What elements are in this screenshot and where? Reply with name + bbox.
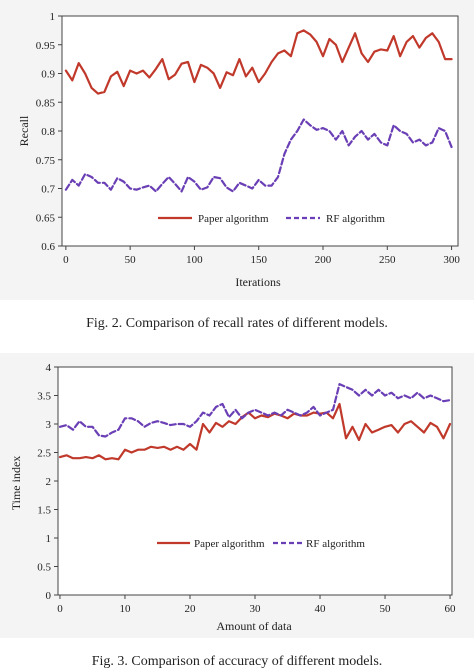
legend: Paper algorithm RF algorithm <box>158 213 385 225</box>
legend-label-rf: RF algorithm <box>326 213 385 225</box>
y-tick-label: 0.5 <box>37 562 51 574</box>
x-tick-label: 10 <box>119 603 131 615</box>
y-tick-label: 0.6 <box>41 241 55 253</box>
y-tick-label: 1 <box>46 533 52 545</box>
legend: Paper algorithm RF algorithm <box>157 538 365 550</box>
y-tick-label: 2 <box>46 476 52 488</box>
x-tick-label: 300 <box>443 254 460 266</box>
series-line-paper-algorithm <box>64 29 453 95</box>
chart-recall: Iterations Recall Paper algorithm RF alg… <box>0 0 474 300</box>
y-tick-label: 3 <box>46 419 52 431</box>
y-tick-label: 0 <box>46 590 52 602</box>
y-tick-label: 0.75 <box>36 155 56 167</box>
x-tick-label: 150 <box>250 254 267 266</box>
series-line-rf-algorithm <box>58 383 452 438</box>
figure-3-caption: Fig. 3. Comparison of accuracy of differ… <box>91 654 383 669</box>
x-tick-label: 50 <box>380 603 392 615</box>
y-tick-label: 3.5 <box>37 391 51 403</box>
y-tick-label: 0.95 <box>36 40 56 52</box>
y-tick-label: 2.5 <box>37 448 51 460</box>
y-tick-label: 0.9 <box>41 69 55 81</box>
y-tick-label: 4 <box>46 362 52 374</box>
chart-time-index: Amount of data Time index Paper algorith… <box>0 353 474 638</box>
x-tick-label: 60 <box>445 603 457 615</box>
legend-label-paper: Paper algorithm <box>198 213 269 225</box>
x-axis-label: Iterations <box>235 275 281 289</box>
x-tick-label: 200 <box>315 254 332 266</box>
x-tick-label: 100 <box>186 254 203 266</box>
y-tick-label: 0.65 <box>36 212 56 224</box>
y-axis-label: Time index <box>9 456 23 511</box>
x-tick-label: 250 <box>379 254 396 266</box>
legend-label-paper: Paper algorithm <box>194 538 265 550</box>
x-tick-label: 20 <box>184 603 196 615</box>
y-tick-label: 1 <box>50 11 56 23</box>
legend-label-rf: RF algorithm <box>306 538 365 550</box>
x-tick-label: 50 <box>125 254 137 266</box>
y-tick-label: 0.7 <box>41 184 55 196</box>
x-tick-label: 0 <box>57 603 63 615</box>
x-axis-label: Amount of data <box>216 619 292 633</box>
x-tick-label: 40 <box>315 603 327 615</box>
x-tick-label: 30 <box>250 603 262 615</box>
plot-area <box>57 366 453 596</box>
y-tick-label: 0.85 <box>36 97 56 109</box>
y-tick-label: 0.8 <box>41 126 55 138</box>
figure-2-caption: Fig. 2. Comparison of recall rates of di… <box>86 316 388 331</box>
y-tick-label: 1.5 <box>37 505 51 517</box>
series-line-rf-algorithm <box>64 118 453 193</box>
y-axis-label: Recall <box>17 115 31 146</box>
series-line-paper-algorithm <box>58 402 452 461</box>
x-tick-label: 0 <box>63 254 69 266</box>
